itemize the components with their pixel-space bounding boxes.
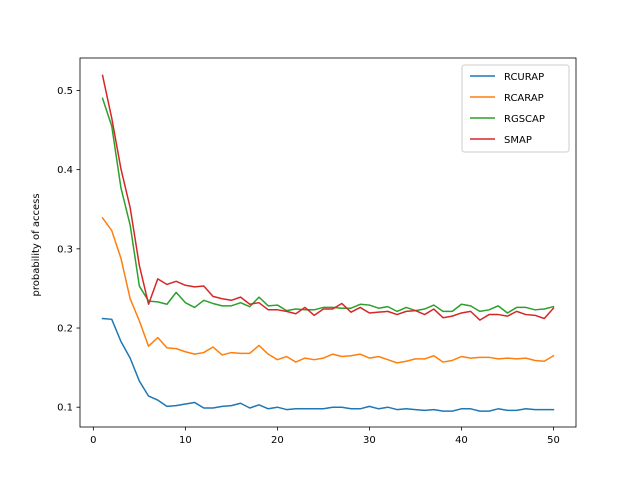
y-tick-label: 0.3 — [57, 244, 73, 255]
legend-label-rgscap: RGSCAP — [504, 114, 545, 125]
y-tick-label: 0.4 — [57, 165, 73, 176]
x-tick-label: 10 — [179, 435, 192, 446]
plot-area — [101, 74, 555, 412]
legend-label-rcurap: RCURAP — [504, 72, 544, 83]
legend: RCURAP RCARAP RGSCAP SMAP — [461, 64, 570, 153]
x-tick-label: 0 — [90, 435, 96, 446]
y-tick-label: 0.2 — [57, 324, 73, 335]
series-line-rcarap — [101, 216, 555, 364]
series-line-smap — [101, 74, 555, 321]
x-tick-label: 30 — [363, 435, 376, 446]
plot-frame — [79, 57, 577, 428]
y-axis-label: probability of access — [31, 193, 42, 296]
legend-label-smap: SMAP — [504, 135, 532, 146]
legend-label-rcarap: RCARAP — [504, 93, 544, 104]
y-axis: 0.1 0.2 0.3 0.4 0.5 — [57, 86, 80, 414]
series-line-rgscap — [101, 97, 555, 314]
series-line-rcurap — [101, 317, 555, 412]
y-tick-label: 0.1 — [57, 403, 73, 414]
legend-frame — [461, 64, 570, 153]
x-tick-label: 40 — [455, 435, 468, 446]
y-tick-label: 0.5 — [57, 86, 73, 97]
x-tick-label: 50 — [547, 435, 560, 446]
x-tick-label: 20 — [271, 435, 284, 446]
x-axis: 0 10 20 30 40 50 — [90, 427, 560, 446]
